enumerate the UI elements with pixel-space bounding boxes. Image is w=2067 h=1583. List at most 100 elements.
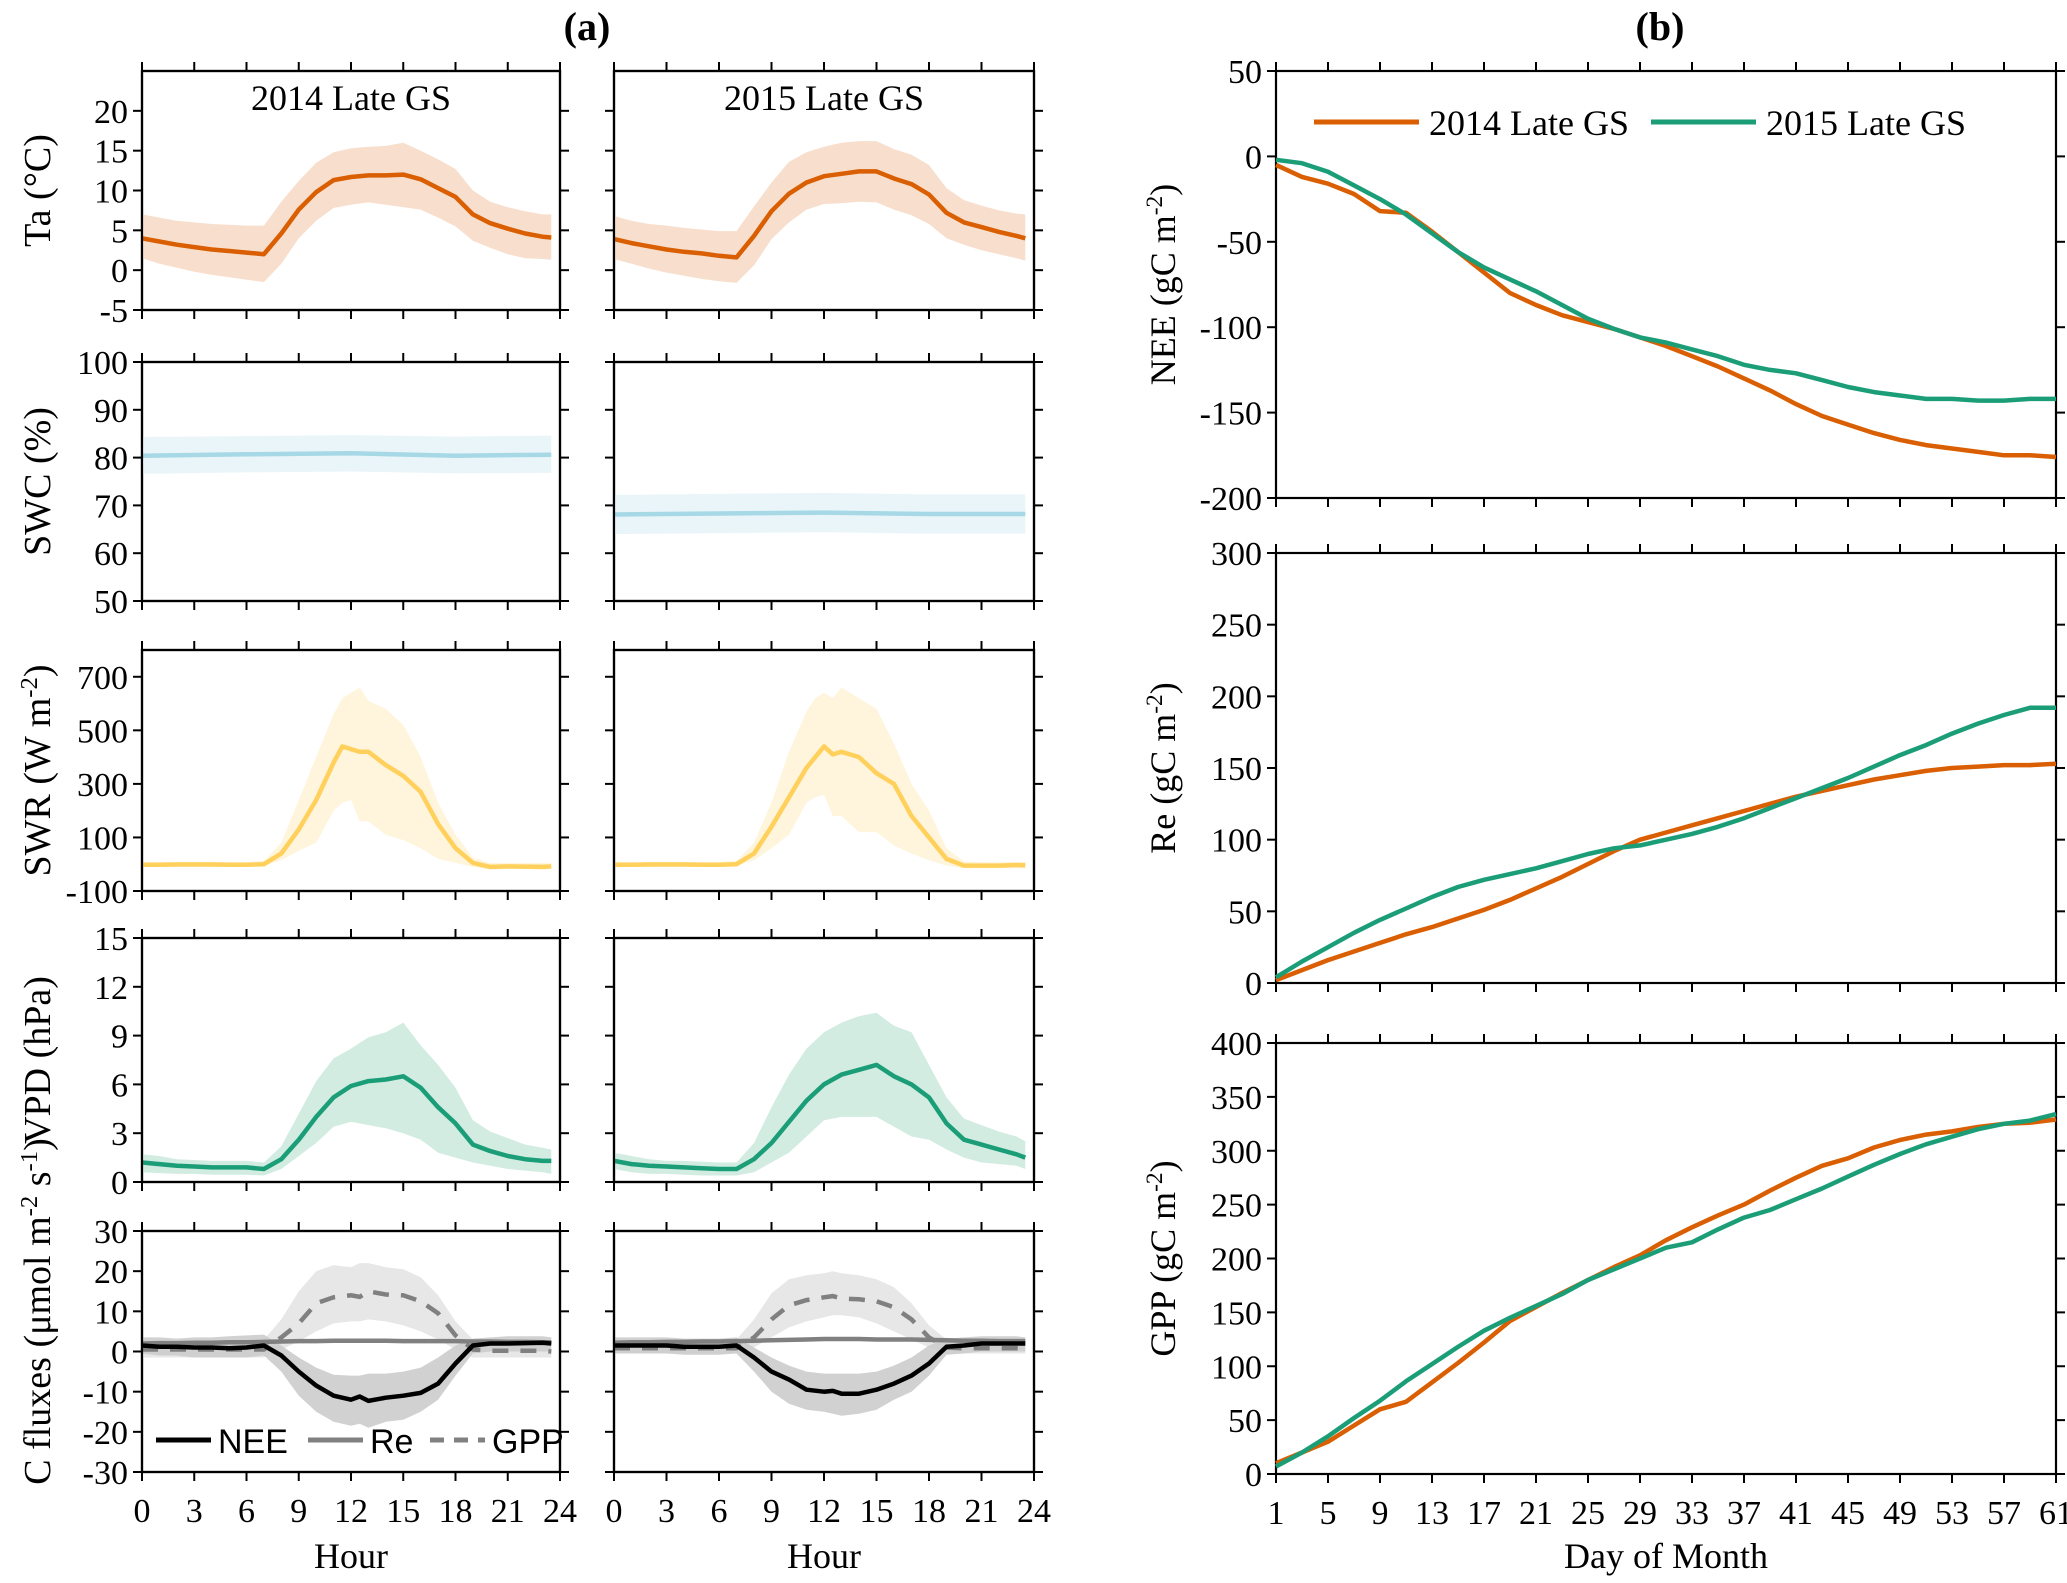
y-tick-label: 12 <box>94 970 128 1007</box>
y-axis-label-part: ) <box>17 665 59 678</box>
y-axis-label-part: SWR (W m <box>17 698 59 877</box>
ta-panel-2015 <box>605 62 1043 319</box>
y-tick-label: 90 <box>94 393 128 430</box>
column-title: 2015 Late GS <box>724 78 924 118</box>
nee-line <box>614 1341 1026 1396</box>
y-tick-label: 0 <box>1245 1457 1262 1494</box>
y-tick-label: 400 <box>1211 1026 1262 1063</box>
plot-frame <box>612 360 1036 603</box>
re_cum-line-2015 <box>1274 705 2056 980</box>
y-axis-label: SWR (W m-2) <box>16 665 60 877</box>
y-axis-label: GPP (gC m-2) <box>1142 1160 1183 1356</box>
y-axis-label-part: Re (gC m <box>1143 714 1183 854</box>
y-tick-label: 350 <box>1211 1080 1262 1117</box>
plot-frame <box>1274 69 2058 500</box>
y-axis-label-part: NEE (gC m <box>1143 215 1183 385</box>
y-tick-label: 15 <box>94 134 128 171</box>
column-title: 2014 Late GS <box>251 78 451 118</box>
y-tick-label: 300 <box>1211 536 1262 573</box>
y-tick-label: 0 <box>1245 966 1262 1003</box>
y-axis-label-part: ) <box>1143 184 1183 196</box>
y-tick-label: 0 <box>111 1165 128 1202</box>
vpd-mean-line <box>614 1062 1027 1172</box>
y-tick-label: 500 <box>77 713 128 750</box>
x-tick-label: 18 <box>912 1493 946 1530</box>
plot-frame <box>612 360 1036 603</box>
x-tick-label: 6 <box>711 1493 728 1530</box>
x-tick-label: 0 <box>606 1493 623 1530</box>
y-tick-label: 200 <box>1211 1242 1262 1279</box>
series-group <box>614 1012 1027 1176</box>
y-tick-label: 10 <box>94 1294 128 1331</box>
x-tick-label: 17 <box>1467 1495 1501 1532</box>
y-tick-label: 9 <box>111 1019 128 1056</box>
series-group <box>142 142 552 283</box>
x-tick-label: 12 <box>334 1493 368 1530</box>
plot-frame <box>612 648 1036 893</box>
y-tick-label: 100 <box>1211 1349 1262 1386</box>
y-axis-label-part: C fluxes (μmol m <box>17 1216 59 1484</box>
y-tick-label: 15 <box>94 921 128 958</box>
y-tick-label: 20 <box>94 1254 128 1291</box>
y-tick-label: -5 <box>100 293 128 330</box>
y-axis-label-part: -2 <box>1142 196 1168 216</box>
legend-label: NEE <box>218 1423 288 1461</box>
y-tick-label: 50 <box>1228 1403 1262 1440</box>
y-tick-label: 0 <box>111 253 128 290</box>
x-tick-label: 21 <box>491 1493 525 1530</box>
plot-frame <box>140 69 562 312</box>
x-tick-label: 1 <box>1268 1495 1285 1532</box>
y-axis-label: Ta (°C) <box>17 134 59 247</box>
y-tick-label: 50 <box>1228 54 1262 91</box>
y-tick-label: -50 <box>1217 225 1262 262</box>
y-tick-label: 200 <box>1211 679 1262 716</box>
plot-frame <box>612 936 1036 1184</box>
x-axis-label: Day of Month <box>1564 1536 1768 1576</box>
x-tick-label: 24 <box>543 1493 577 1530</box>
y-tick-label: 30 <box>94 1214 128 1251</box>
plot-frame <box>140 648 562 893</box>
nee-line <box>142 1340 552 1404</box>
y-tick-label: 150 <box>1211 1295 1262 1332</box>
x-tick-label: 3 <box>186 1493 203 1530</box>
x-tick-label: 24 <box>1017 1493 1051 1530</box>
vpd-panel-2014: 0 3 6 9 12 15 <box>94 921 569 1202</box>
y-tick-label: 3 <box>111 1116 128 1153</box>
y-axis-label: NEE (gC m-2) <box>1142 184 1183 385</box>
x-tick-label: 37 <box>1727 1495 1761 1532</box>
plot-frame <box>140 936 562 1184</box>
series-group <box>614 687 1026 869</box>
series-group <box>142 435 552 474</box>
panel-a-label: (a) <box>564 4 611 49</box>
ta-band <box>614 141 1026 283</box>
gpp_cum-line-2015 <box>1274 1111 2057 1469</box>
series-group <box>614 493 1026 535</box>
swr-mean-line <box>142 744 552 870</box>
re_cum-panel: 0 50 100 150 200 250 300 <box>1211 536 2065 1003</box>
x-tick-label: 45 <box>1831 1495 1865 1532</box>
x-tick-label: 9 <box>1372 1495 1389 1532</box>
swr-panel-2015 <box>605 641 1043 900</box>
y-tick-label: 60 <box>94 536 128 573</box>
plot-frame <box>1274 1041 2058 1476</box>
plot-frame <box>140 1229 562 1474</box>
x-tick-label: 21 <box>1519 1495 1553 1532</box>
panel-b-label: (b) <box>1636 4 1685 49</box>
legend-label: GPP <box>492 1423 564 1461</box>
swr-panel-2014: -100 100 300 500 700 <box>66 641 569 911</box>
x-tick-label: 29 <box>1623 1495 1657 1532</box>
y-tick-label: 100 <box>77 820 128 857</box>
x-tick-label: 15 <box>860 1493 894 1530</box>
x-axis-label: Hour <box>787 1536 861 1576</box>
y-tick-label: 250 <box>1211 1188 1262 1225</box>
y-tick-label: -20 <box>83 1415 128 1452</box>
legend-label: Re <box>370 1423 413 1461</box>
y-axis-label-part: -2 <box>1142 694 1168 714</box>
nee_cum-line-2015 <box>1275 157 2056 403</box>
y-axis-label-part: -2 <box>16 677 43 698</box>
y-axis-label: Re (gC m-2) <box>1142 682 1183 854</box>
y-tick-label: -30 <box>83 1455 128 1492</box>
